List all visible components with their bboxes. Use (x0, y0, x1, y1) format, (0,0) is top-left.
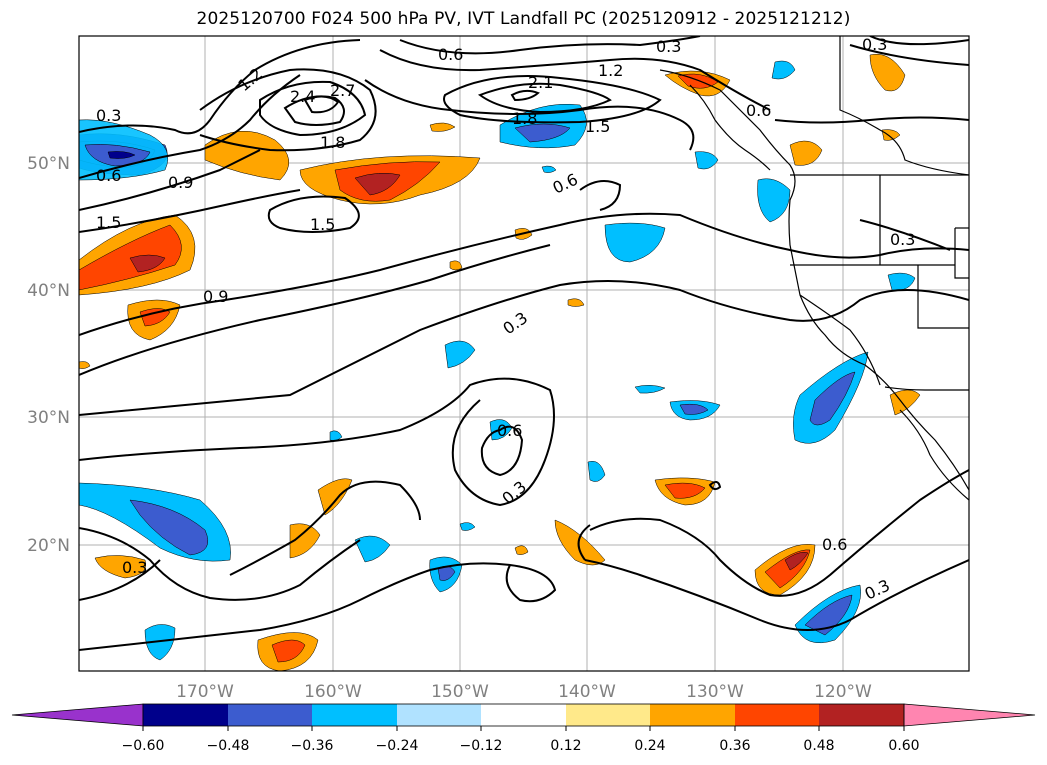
contour-label: 0.3 (656, 37, 681, 56)
map-frame (78, 35, 970, 672)
pv-contours (79, 36, 969, 651)
contour-label: 0.9 (203, 287, 228, 306)
colorbar-bin (819, 704, 904, 726)
contour-label: 1.8 (320, 133, 345, 152)
contour-label: 1.8 (512, 109, 537, 128)
contour-label: 0.6 (497, 421, 522, 440)
lat-label: 20°N (27, 536, 70, 556)
contour-label: 1.5 (310, 215, 335, 234)
colorbar-tick-label: −0.12 (460, 738, 503, 754)
lon-label: 160°W (304, 682, 362, 702)
colorbar: −0.60 −0.48 −0.36 −0.24 −0.12 0.12 0.24 … (11, 703, 1036, 754)
contour-label: 0.3 (890, 230, 915, 249)
colorbar-tick-label: 0.48 (803, 738, 834, 754)
longitude-labels: 170°W 160°W 150°W 140°W 130°W 120°W (176, 682, 872, 702)
colorbar-bin (397, 704, 481, 726)
contour-label: 0.3 (96, 106, 121, 125)
lon-label: 120°W (814, 682, 872, 702)
ivt-positive-shading (79, 53, 921, 671)
lon-label: 170°W (176, 682, 234, 702)
contour-label: 0.9 (168, 173, 193, 192)
coastlines (659, 36, 969, 501)
contour-label: 0.6 (822, 535, 847, 554)
colorbar-tick-label: −0.48 (207, 738, 250, 754)
contour-label: 0.6 (96, 166, 121, 185)
colorbar-tick-label: −0.60 (122, 738, 165, 754)
colorbar-tick-label: 0.36 (719, 738, 750, 754)
colorbar-extend-low (11, 703, 144, 727)
latitude-labels: 50°N 40°N 30°N 20°N (27, 154, 70, 556)
ivt-negative-shading (79, 60, 916, 661)
map-title: 2025120700 F024 500 hPa PV, IVT Landfall… (196, 9, 851, 29)
contour-label: 1.5 (585, 117, 610, 136)
lat-label: 40°N (27, 281, 70, 301)
contour-label: 2.4 (290, 87, 315, 106)
colorbar-bin (650, 704, 735, 726)
contour-label: 0.6 (438, 45, 463, 64)
contour-label: 2.1 (528, 73, 553, 92)
contour-label: 0.3 (122, 558, 147, 577)
lon-label: 140°W (558, 682, 616, 702)
colorbar-bin (735, 704, 819, 726)
colorbar-tick-labels: −0.60 −0.48 −0.36 −0.24 −0.12 0.12 0.24 … (122, 738, 920, 754)
colorbar-bin (566, 704, 650, 726)
colorbar-ticks (142, 726, 905, 731)
contour-label: 0.3 (862, 35, 887, 54)
colorbar-tick-label: 0.60 (888, 738, 919, 754)
colorbar-tick-label: 0.24 (634, 738, 665, 754)
colorbar-bin (312, 704, 397, 726)
lon-label: 130°W (686, 682, 744, 702)
colorbar-bin (143, 704, 228, 726)
colorbar-bin (481, 704, 566, 726)
lon-label: 150°W (431, 682, 489, 702)
contour-label: 2.7 (330, 81, 355, 100)
lat-label: 30°N (27, 408, 70, 428)
contour-label: 1.5 (96, 213, 121, 232)
colorbar-tick-label: 0.12 (550, 738, 581, 754)
map-panel (79, 36, 969, 671)
colorbar-tick-label: −0.24 (376, 738, 419, 754)
lat-label: 50°N (27, 154, 70, 174)
colorbar-tick-label: −0.36 (291, 738, 334, 754)
contour-label: 1.2 (598, 61, 623, 80)
contour-label: 0.6 (746, 101, 771, 120)
colorbar-extend-high (903, 703, 1036, 727)
colorbar-bin (228, 704, 312, 726)
